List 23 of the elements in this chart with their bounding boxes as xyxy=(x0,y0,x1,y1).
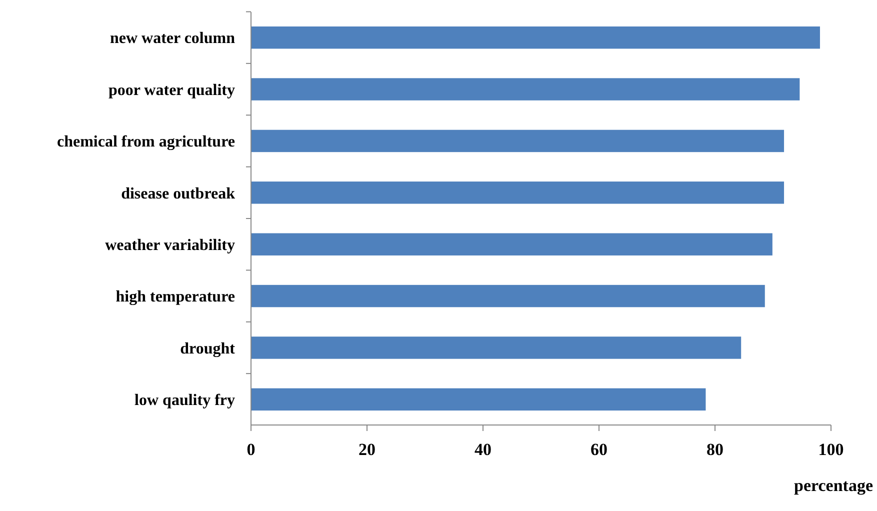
bar xyxy=(251,284,765,308)
y-tick-label: poor water quality xyxy=(108,82,235,99)
bar xyxy=(251,388,706,411)
y-tick-label: weather variability xyxy=(105,236,235,254)
x-tick-label: 60 xyxy=(590,440,608,459)
y-tick-label: drought xyxy=(180,340,236,358)
bar xyxy=(251,233,772,256)
x-axis-title: percentage xyxy=(794,476,874,495)
x-tick-label: 40 xyxy=(474,440,492,459)
bar xyxy=(251,26,820,49)
x-tick-label: 80 xyxy=(706,440,724,459)
x-tick-label: 0 xyxy=(246,440,256,459)
x-tick-label: 20 xyxy=(358,440,376,459)
x-tick-label: 100 xyxy=(818,440,844,459)
y-tick-label: low qaulity fry xyxy=(134,392,235,410)
y-tick-label: high temperature xyxy=(116,288,235,306)
bar xyxy=(251,78,800,100)
bar xyxy=(251,182,784,204)
y-tick-label: new water column xyxy=(110,30,236,48)
bar xyxy=(251,336,742,359)
y-tick-label: chemical from agriculture xyxy=(56,134,235,151)
bar xyxy=(251,130,784,152)
y-tick-label: disease outbreak xyxy=(121,185,236,202)
